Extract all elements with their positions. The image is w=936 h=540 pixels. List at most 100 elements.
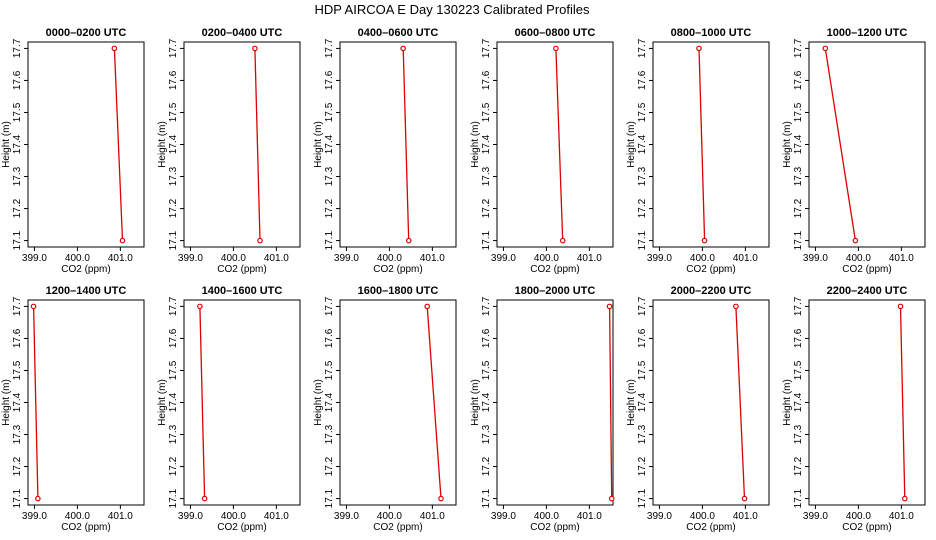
y-tick-label: 17.1 [481,488,492,508]
y-tick-label: 17.3 [637,166,648,186]
y-tick-label: 17.5 [12,102,23,122]
y-tick-label: 17.5 [481,360,492,380]
y-tick-label: 17.4 [637,392,648,412]
plot-frame [808,299,926,506]
data-point [608,495,615,502]
y-tick-label: 17.5 [481,102,492,122]
y-tick-label: 17.6 [168,328,179,348]
x-tick-label: 399.0 [22,511,47,522]
y-tick-label: 17.1 [168,488,179,508]
data-point [197,303,203,310]
x-axis-label: CO2 (ppm) [61,264,110,275]
x-tick-label: 400.0 [846,511,871,522]
profile-line [555,48,564,241]
panel-title: 0600–0800 UTC [515,27,596,39]
y-tick-label: 17.6 [793,70,804,90]
profile-line [426,306,442,499]
profile-line [32,306,39,499]
y-tick-label: 17.6 [481,70,492,90]
data-point [35,495,41,502]
y-tick-label: 17.6 [324,328,335,348]
x-axis-label: CO2 (ppm) [530,522,579,533]
x-tick-label: 401.0 [889,511,914,522]
y-tick-label: 17.2 [12,198,23,218]
y-tick-label: 17.1 [324,230,335,250]
data-point [553,45,559,52]
y-tick-label: 17.7 [12,38,23,58]
y-axis-label: Height (m) [782,379,793,426]
y-tick-label: 17.3 [12,424,23,444]
data-point [252,45,258,52]
y-tick-label: 17.7 [481,38,492,58]
y-tick-label: 17.7 [324,296,335,316]
y-tick-label: 17.4 [168,392,179,412]
y-axis-label: Height (m) [626,121,637,168]
y-tick-label: 17.3 [481,166,492,186]
x-tick-label: 400.0 [221,253,246,264]
panel-title: 1600–1800 UTC [358,285,439,297]
y-tick-label: 17.4 [12,392,23,412]
y-tick-label: 17.4 [481,134,492,154]
x-axis-label: CO2 (ppm) [217,264,266,275]
panel-title: 0800–1000 UTC [671,27,752,39]
y-tick-label: 17.7 [168,38,179,58]
y-tick-label: 17.1 [324,488,335,508]
y-tick-label: 17.1 [168,230,179,250]
y-tick-label: 17.3 [793,424,804,444]
y-tick-label: 17.1 [481,230,492,250]
y-tick-label: 17.6 [637,328,648,348]
plot-frame [808,41,926,248]
y-tick-label: 17.6 [12,70,23,90]
y-tick-label: 17.3 [481,424,492,444]
data-point [897,303,904,310]
y-axis-label: Height (m) [1,379,12,426]
figure-title: HDP AIRCOA E Day 130223 Calibrated Profi… [314,2,590,17]
y-tick-label: 17.4 [793,392,804,412]
y-tick-label: 17.5 [12,360,23,380]
plot-frame [183,299,301,506]
x-tick-label: 401.0 [889,253,914,264]
y-axis-label: Height (m) [313,121,324,168]
x-tick-label: 401.0 [577,253,602,264]
x-tick-label: 400.0 [534,511,559,522]
y-tick-label: 17.7 [637,38,648,58]
x-tick-label: 399.0 [22,253,47,264]
data-point [733,303,739,310]
data-point [201,495,208,502]
x-axis-label: CO2 (ppm) [842,522,891,533]
plot-frame [27,41,145,248]
x-tick-label: 401.0 [264,511,289,522]
panel-title: 1200–1400 UTC [46,285,127,297]
x-axis-label: CO2 (ppm) [217,522,266,533]
y-tick-label: 17.7 [324,38,335,58]
y-tick-label: 17.4 [793,134,804,154]
x-tick-label: 401.0 [577,511,602,522]
data-point [400,45,406,52]
y-tick-label: 17.4 [324,134,335,154]
y-tick-label: 17.7 [481,296,492,316]
data-point [111,45,118,52]
panel-title: 0400–0600 UTC [358,27,439,39]
y-tick-label: 17.2 [637,198,648,218]
y-tick-label: 17.1 [12,230,23,250]
x-tick-label: 401.0 [420,253,445,264]
x-tick-label: 399.0 [334,253,359,264]
x-axis-label: CO2 (ppm) [842,264,891,275]
x-tick-label: 400.0 [534,253,559,264]
y-tick-label: 17.7 [12,296,23,316]
profile-line [402,48,410,241]
x-tick-label: 401.0 [733,511,758,522]
x-axis-label: CO2 (ppm) [686,264,735,275]
panel-title: 2200–2400 UTC [827,285,908,297]
x-tick-label: 400.0 [690,253,715,264]
y-axis-label: Height (m) [313,379,324,426]
data-point [424,303,431,310]
y-tick-label: 17.7 [637,296,648,316]
data-point [741,495,748,502]
